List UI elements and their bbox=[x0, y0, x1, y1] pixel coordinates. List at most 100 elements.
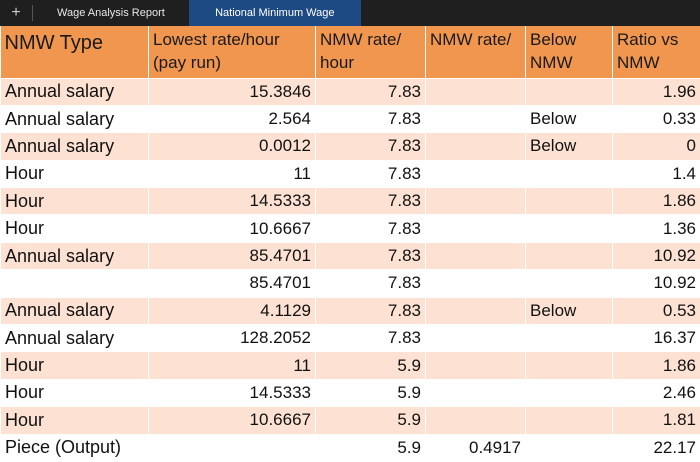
table-row: Annual salary 85.4701 7.83 10.92 bbox=[0, 241, 700, 271]
cell: Piece (Output) bbox=[0, 433, 149, 462]
table-row: Annual salary 0.0012 7.83 Below 0 bbox=[0, 132, 700, 161]
empty-cell bbox=[525, 159, 613, 189]
cell: 14.5333 bbox=[148, 187, 316, 216]
cell: 5.9 bbox=[315, 378, 426, 408]
column-header: NMW Type bbox=[0, 26, 149, 79]
column-header: NMW rate/ bbox=[425, 26, 526, 79]
table-row: Hour 14.5333 7.83 1.86 bbox=[0, 187, 700, 216]
empty-cell bbox=[425, 77, 526, 106]
tab-bar: + Wage Analysis Report National Minimum … bbox=[0, 0, 700, 26]
header-row: NMW Type Lowest rate/hour (pay run) NMW ra… bbox=[0, 26, 700, 79]
empty-cell bbox=[425, 296, 526, 326]
empty-cell bbox=[425, 159, 526, 189]
cell: 7.83 bbox=[315, 104, 426, 134]
empty-cell bbox=[525, 324, 613, 353]
cell: Hour bbox=[0, 159, 149, 189]
table-row: Hour 11 5.9 1.86 bbox=[0, 351, 700, 380]
empty-cell bbox=[525, 269, 613, 298]
table-row: Annual salary 15.3846 7.83 1.96 bbox=[0, 77, 700, 106]
cell: 0.0012 bbox=[148, 132, 316, 161]
cell: 7.83 bbox=[315, 132, 426, 161]
column-header: Below NMW bbox=[525, 26, 613, 79]
cell: Hour bbox=[0, 406, 149, 435]
cell: 11 bbox=[148, 351, 316, 380]
empty-cell bbox=[425, 351, 526, 380]
cell: 4.1129 bbox=[148, 296, 316, 326]
cell: 7.83 bbox=[315, 77, 426, 106]
empty-cell bbox=[525, 241, 613, 271]
cell: Hour bbox=[0, 214, 149, 243]
empty-cell bbox=[0, 269, 149, 298]
sheet-tab-active[interactable]: National Minimum Wage bbox=[188, 0, 361, 26]
empty-cell bbox=[425, 406, 526, 435]
table-row: Piece (Output) 5.9 0.4917 22.17 bbox=[0, 433, 700, 462]
empty-cell bbox=[425, 269, 526, 298]
empty-cell bbox=[425, 378, 526, 408]
cell: 5.9 bbox=[315, 433, 426, 462]
cell: 7.83 bbox=[315, 269, 426, 298]
cell: 14.5333 bbox=[148, 378, 316, 408]
column-header: NMW rate/ hour bbox=[315, 26, 426, 79]
cell: Hour bbox=[0, 351, 149, 380]
empty-cell bbox=[525, 406, 613, 435]
empty-cell bbox=[425, 214, 526, 243]
cell: Annual salary bbox=[0, 104, 149, 134]
cell: Annual salary bbox=[0, 324, 149, 353]
cell: 5.9 bbox=[315, 351, 426, 380]
cell: 0 bbox=[612, 132, 700, 161]
cell: 16.37 bbox=[612, 324, 700, 353]
cell: 22.17 bbox=[612, 433, 700, 462]
empty-cell bbox=[525, 378, 613, 408]
table-row: 85.4701 7.83 10.92 bbox=[0, 269, 700, 298]
empty-cell bbox=[525, 351, 613, 380]
cell: 10.92 bbox=[612, 269, 700, 298]
cell: 0.53 bbox=[612, 296, 700, 326]
table-row: Annual salary 2.564 7.83 Below 0.33 bbox=[0, 104, 700, 134]
cell: Annual salary bbox=[0, 132, 149, 161]
empty-cell bbox=[425, 187, 526, 216]
cell: 128.2052 bbox=[148, 324, 316, 353]
cell: 15.3846 bbox=[148, 77, 316, 106]
cell: 1.96 bbox=[612, 77, 700, 106]
cell: 5.9 bbox=[315, 406, 426, 435]
cell: 0.33 bbox=[612, 104, 700, 134]
cell: Annual salary bbox=[0, 77, 149, 106]
cell: 10.6667 bbox=[148, 406, 316, 435]
sheet-tab[interactable]: Wage Analysis Report bbox=[57, 7, 165, 19]
cell: 85.4701 bbox=[148, 241, 316, 271]
empty-cell bbox=[525, 77, 613, 106]
empty-cell bbox=[525, 433, 613, 462]
cell: 7.83 bbox=[315, 159, 426, 189]
table-row: Hour 10.6667 5.9 1.81 bbox=[0, 406, 700, 435]
empty-cell bbox=[425, 132, 526, 161]
cell: 0.4917 bbox=[425, 433, 526, 462]
cell: 7.83 bbox=[315, 187, 426, 216]
table-body: Annual salary 15.3846 7.83 1.96 Annual salar… bbox=[0, 77, 700, 462]
empty-cell bbox=[525, 187, 613, 216]
table-row: Hour 14.5333 5.9 2.46 bbox=[0, 378, 700, 408]
add-sheet-button[interactable]: + bbox=[0, 4, 33, 21]
cell: Hour bbox=[0, 378, 149, 408]
cell: 11 bbox=[148, 159, 316, 189]
cell: 1.36 bbox=[612, 214, 700, 243]
cell: Annual salary bbox=[0, 296, 149, 326]
cell: 7.83 bbox=[315, 296, 426, 326]
cell: 1.4 bbox=[612, 159, 700, 189]
empty-cell bbox=[425, 104, 526, 134]
cell: Below bbox=[525, 104, 613, 134]
cell: 10.6667 bbox=[148, 214, 316, 243]
cell: Annual salary bbox=[0, 241, 149, 271]
cell: Hour bbox=[0, 187, 149, 216]
spreadsheet-table: NMW Type Lowest rate/hour (pay run) NMW ra… bbox=[0, 26, 700, 462]
cell: 7.83 bbox=[315, 241, 426, 271]
table-row: Annual salary 128.2052 7.83 16.37 bbox=[0, 324, 700, 353]
cell: 7.83 bbox=[315, 214, 426, 243]
cell: Below bbox=[525, 132, 613, 161]
empty-cell bbox=[525, 214, 613, 243]
empty-cell bbox=[425, 324, 526, 353]
table-row: Annual salary 4.1129 7.83 Below 0.53 bbox=[0, 296, 700, 326]
cell: Below bbox=[525, 296, 613, 326]
cell: 85.4701 bbox=[148, 269, 316, 298]
empty-cell bbox=[425, 241, 526, 271]
